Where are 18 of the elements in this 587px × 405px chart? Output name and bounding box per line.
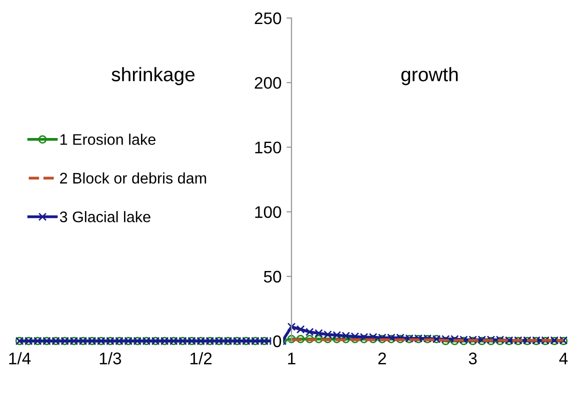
x-tick-label: 2 (378, 352, 386, 364)
legend-label: 3 Glacial lake (60, 211, 150, 222)
x-tick-label: 1/3 (100, 352, 122, 364)
legend-label: 1 Erosion lake (60, 134, 156, 145)
y-tick-label: 0 (273, 335, 282, 348)
x-tick-label: 1 (288, 352, 296, 364)
y-tick-label: 50 (264, 270, 282, 283)
x-tick-label: 1/4 (9, 352, 31, 364)
annotation: growth (401, 67, 458, 86)
x-tick-label: 1/2 (190, 352, 212, 364)
y-tick-label: 250 (254, 12, 282, 24)
y-tick-label: 200 (254, 77, 282, 89)
legend-label: 2 Block or debris dam (60, 172, 206, 184)
x-tick-label: 4 (559, 352, 568, 364)
x-tick-label: 3 (468, 352, 477, 364)
y-tick-label: 150 (255, 142, 282, 154)
annotation: shrinkage (112, 67, 195, 86)
y-tick-label: 100 (255, 206, 282, 218)
